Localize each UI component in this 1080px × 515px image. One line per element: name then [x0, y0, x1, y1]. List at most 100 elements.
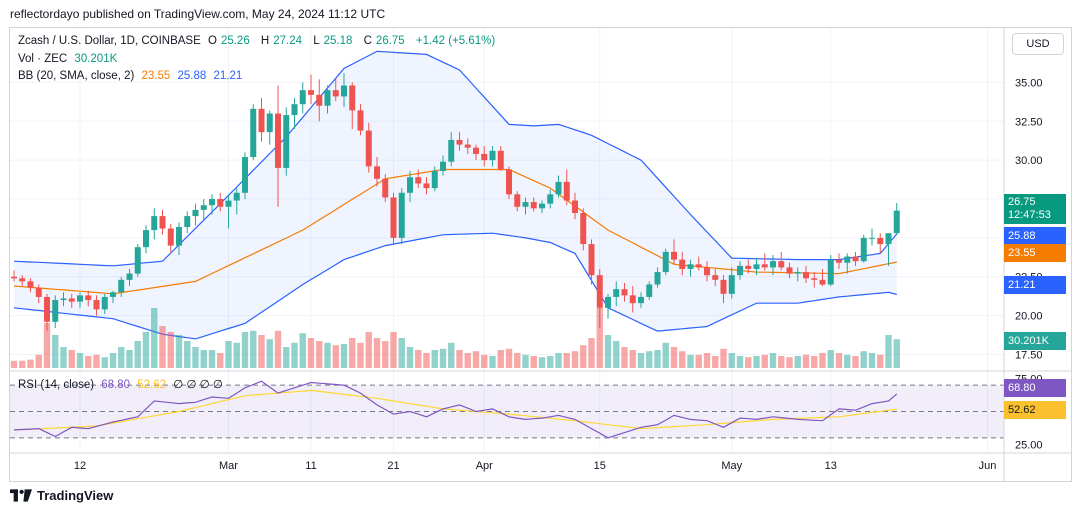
volume-bar — [151, 308, 158, 368]
tradingview-logo-icon — [10, 489, 32, 502]
candle-body — [283, 115, 290, 168]
volume-bar — [728, 353, 735, 368]
volume-bar — [159, 326, 166, 368]
currency-button[interactable]: USD — [1012, 33, 1064, 55]
candle-body — [819, 279, 826, 285]
time-tick-label: Jun — [979, 460, 997, 472]
volume-bar — [60, 347, 67, 368]
candle-body — [266, 113, 273, 133]
time-tick-label: May — [721, 460, 742, 472]
candle-body — [753, 264, 760, 269]
candle-body — [860, 237, 867, 262]
candle-body — [324, 90, 331, 106]
candle-body — [233, 192, 240, 201]
candle-body — [398, 192, 405, 238]
candle-body — [93, 300, 100, 310]
volume-bar — [571, 351, 579, 368]
bb-label: BB (20, SMA, close, 2) — [18, 70, 135, 82]
volume-bar — [514, 353, 521, 368]
candle-body — [159, 216, 166, 229]
candle-body — [365, 130, 372, 167]
candle-body — [761, 264, 768, 268]
open-value: 25.26 — [220, 35, 250, 47]
volume-bar — [778, 356, 785, 368]
rsi-pane — [10, 380, 1004, 439]
candles — [11, 73, 900, 332]
rsi-value: 68.80 — [101, 379, 131, 391]
volume-bar — [406, 347, 414, 368]
volume-bar — [35, 354, 42, 368]
candle-body — [44, 296, 50, 322]
candle-body — [588, 244, 595, 276]
volume-bar — [753, 356, 760, 368]
candle-body — [258, 108, 265, 133]
candle-body — [407, 177, 413, 193]
candle-body — [250, 108, 257, 158]
candle-body — [167, 228, 174, 246]
candle-body — [341, 85, 347, 97]
volume-bar — [522, 354, 529, 368]
candle-body — [803, 272, 809, 279]
volume-bar — [266, 339, 273, 368]
bb-upper-tag: 25.88 — [1004, 227, 1066, 245]
volume-bar — [250, 330, 257, 368]
volume-bar — [629, 350, 636, 368]
candle-body — [52, 300, 59, 322]
time-tick-label: 21 — [387, 460, 399, 472]
volume-tag: 30.201K — [1004, 332, 1066, 350]
tradingview-brand[interactable]: TradingView — [10, 488, 113, 503]
candle-body — [85, 295, 92, 301]
rsi-tag: 68.80 — [1004, 379, 1066, 397]
volume-bar — [877, 354, 884, 368]
volume-bar — [208, 350, 216, 368]
low-value: 25.18 — [323, 35, 353, 47]
volume-bar — [439, 348, 447, 368]
symbol-title: Zcash / U.S. Dollar, 1D, COINBASE — [18, 35, 201, 47]
chart-frame — [9, 27, 1072, 482]
candle-body — [19, 278, 26, 282]
rsi-label: RSI (14, close) — [18, 379, 95, 391]
bb-lower-tag: 21.21 — [1004, 276, 1066, 294]
candle-body — [225, 200, 232, 207]
volume-bar — [241, 332, 249, 368]
candle-body — [349, 85, 356, 111]
volume-bar — [349, 338, 356, 368]
candle-body — [893, 210, 900, 234]
candle-body — [720, 279, 727, 294]
volume-bar — [588, 338, 595, 368]
last-price-tag: 26.75 12:47:53 — [1004, 194, 1066, 224]
volume-bar — [547, 356, 554, 368]
price-tick-label: 20.00 — [1015, 311, 1043, 323]
volume-bar — [225, 341, 232, 368]
candle-body — [423, 183, 430, 189]
volume-bar — [52, 335, 59, 368]
volume-bar — [481, 354, 488, 368]
candle-body — [464, 144, 471, 148]
candle-body — [35, 287, 42, 297]
volume-bar — [893, 339, 900, 368]
volume-bar — [844, 354, 851, 368]
candle-body — [217, 199, 224, 207]
volume-bar — [118, 347, 125, 368]
volume-label: Vol · ZEC — [18, 53, 68, 65]
legend-volume: Vol · ZEC 30.201K — [18, 53, 121, 65]
price-tick-label: 32.50 — [1015, 116, 1043, 128]
volume-bar — [670, 347, 678, 368]
rsi-ma-tag: 52.62 — [1004, 401, 1066, 419]
bb-fill — [14, 51, 897, 339]
close-value: 26.75 — [375, 35, 405, 47]
volume-bar — [258, 335, 265, 368]
candle-body — [77, 295, 83, 302]
rsi-ma-value: 52.62 — [137, 379, 167, 391]
volume-bar — [505, 348, 513, 368]
volume-bar — [324, 342, 331, 368]
candle-body — [728, 275, 735, 294]
candle-body — [514, 194, 521, 207]
candle-body — [778, 261, 785, 268]
volume-bar — [835, 353, 843, 368]
bb-upper-value: 25.88 — [177, 70, 207, 82]
candle-body — [712, 275, 719, 280]
volume-bar — [175, 335, 183, 368]
legend-bb: BB (20, SMA, close, 2) 23.55 25.88 21.21 — [18, 70, 246, 82]
